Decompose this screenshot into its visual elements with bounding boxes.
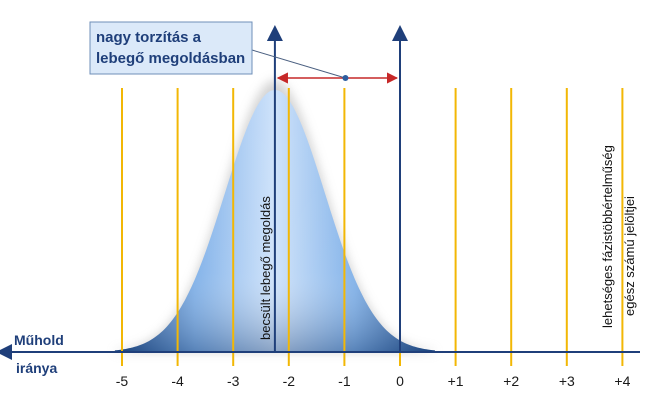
- axis-name-line-2: iránya: [16, 360, 57, 376]
- tick-label-3: -2: [283, 373, 296, 389]
- tick-label-8: +3: [559, 373, 575, 389]
- tick-label-2: -3: [227, 373, 240, 389]
- callout-line-2: lebegő megoldásban: [96, 50, 245, 67]
- tick-label-1: -4: [171, 373, 184, 389]
- tick-label-5: 0: [396, 373, 404, 389]
- bias-callout: nagy torzítás a lebegő megoldásban: [89, 21, 253, 75]
- tick-label-0: -5: [116, 373, 129, 389]
- tick-label-4: -1: [338, 373, 351, 389]
- candidates-label-line-1: lehetséges fázistöbbértelműség: [600, 145, 615, 328]
- callout-line-1: nagy torzítás a: [96, 29, 202, 46]
- tick-label-6: +1: [448, 373, 464, 389]
- callout-leader-dot: [342, 75, 349, 81]
- tick-label-9: +4: [614, 373, 630, 389]
- axis-name-line-1: Műhold: [14, 332, 64, 348]
- axis-tick-labels: -5 -4 -3 -2 -1 0 +1 +2 +3 +4: [116, 373, 631, 389]
- float-estimate-label: becsült lebegő megoldás: [258, 196, 273, 340]
- callout-leader-line: [251, 49, 346, 79]
- tick-label-7: +2: [503, 373, 519, 389]
- candidates-label-line-2: egész számú jelöltjei: [622, 196, 637, 316]
